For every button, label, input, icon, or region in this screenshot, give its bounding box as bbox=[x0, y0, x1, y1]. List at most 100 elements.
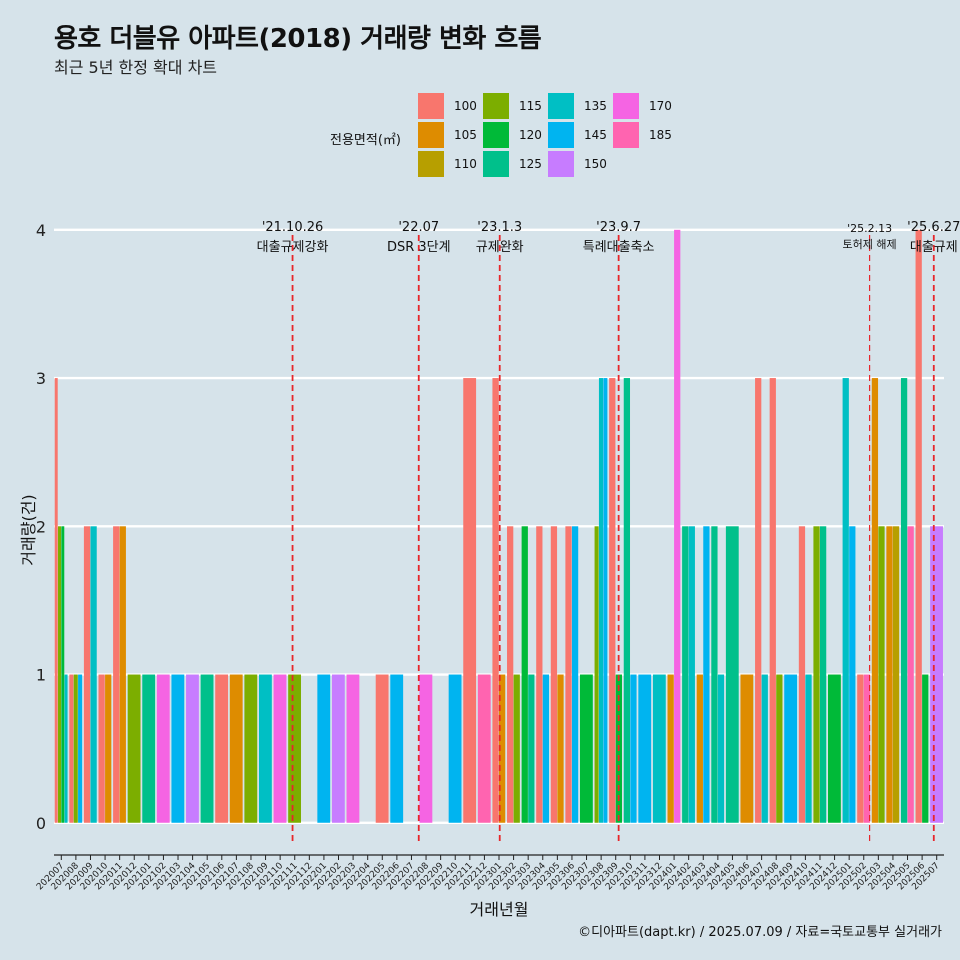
bar-202211-100 bbox=[463, 378, 477, 823]
legend-item-185: 185 bbox=[613, 122, 672, 148]
legend-swatch bbox=[483, 122, 509, 148]
legend-title: 전용면적(㎡) bbox=[330, 133, 401, 148]
x-axis-title: 거래년월 bbox=[470, 900, 529, 919]
legend-label: 125 bbox=[519, 157, 542, 171]
legend-label: 135 bbox=[584, 99, 607, 113]
bar-202404-125 bbox=[711, 526, 718, 823]
legend-item-110: 110 bbox=[418, 151, 477, 177]
y-tick-label: 1 bbox=[36, 666, 46, 685]
event-label: 규제완화 bbox=[476, 240, 524, 255]
bar-202310-125 bbox=[623, 378, 631, 823]
bar-202410-135 bbox=[805, 674, 812, 823]
event-label: 대출규제 bbox=[910, 240, 958, 255]
bar-202201-145 bbox=[317, 674, 331, 823]
bar-202401-105 bbox=[667, 674, 674, 823]
bar-202301-105 bbox=[499, 674, 506, 823]
bar-202008-145 bbox=[78, 674, 83, 823]
legend-swatch bbox=[613, 122, 639, 148]
event-label: 특례대출축소 bbox=[583, 240, 655, 255]
legend-swatch bbox=[418, 93, 444, 119]
legend-label: 185 bbox=[649, 128, 672, 142]
bar-202008-100 bbox=[69, 674, 74, 823]
bar-202308-145 bbox=[603, 378, 608, 823]
y-tick-label: 3 bbox=[36, 369, 46, 388]
bar-202309-100 bbox=[609, 378, 616, 823]
bar-202306-145 bbox=[571, 526, 579, 823]
bar-202412-120 bbox=[828, 674, 841, 823]
bar-202411-115 bbox=[813, 526, 820, 823]
bar-202304-145 bbox=[542, 674, 550, 823]
bar-202501-135 bbox=[842, 378, 849, 823]
bar-202506-100 bbox=[915, 229, 922, 823]
legend-swatch bbox=[418, 122, 444, 148]
bar-202012-115 bbox=[127, 674, 141, 823]
bar-202008-115 bbox=[73, 674, 78, 823]
legend-swatch bbox=[483, 151, 509, 177]
legend-swatch bbox=[613, 93, 639, 119]
bar-202202-150 bbox=[331, 674, 345, 823]
bar-202411-125 bbox=[819, 526, 827, 823]
bar-202210-145 bbox=[448, 674, 462, 823]
legend-label: 100 bbox=[454, 99, 477, 113]
event-label: 대출규제강화 bbox=[257, 240, 329, 255]
bar-202505-125 bbox=[900, 378, 908, 823]
bar-202303-120 bbox=[521, 526, 528, 823]
bar-202407-135 bbox=[761, 674, 768, 823]
chart-title: 용호 더블유 아파트(2018) 거래량 변화 흐름 bbox=[54, 24, 542, 54]
legend-item-120: 120 bbox=[483, 122, 542, 148]
bar-202301-100 bbox=[492, 378, 499, 823]
event-label: DSR 3단계 bbox=[387, 240, 451, 255]
bar-202011-105 bbox=[119, 526, 126, 823]
legend-label: 145 bbox=[584, 128, 607, 142]
bar-202312-135 bbox=[652, 674, 666, 823]
y-tick-label: 0 bbox=[36, 814, 46, 833]
y-axis-title: 거래량(건) bbox=[19, 494, 38, 565]
bar-202101-125 bbox=[142, 674, 156, 823]
bar-202504-105 bbox=[886, 526, 893, 823]
bar-202401-170 bbox=[674, 229, 681, 823]
bar-202306-100 bbox=[565, 526, 572, 823]
bar-202011-100 bbox=[113, 526, 120, 823]
bar-202007-115 bbox=[58, 526, 61, 823]
bar-202208-170 bbox=[419, 674, 433, 823]
bar-202406-105 bbox=[740, 674, 754, 823]
bar-202404-135 bbox=[717, 674, 725, 823]
bar-202304-100 bbox=[536, 526, 543, 823]
bar-202203-170 bbox=[346, 674, 360, 823]
bar-202407-100 bbox=[755, 378, 762, 823]
bar-202108-115 bbox=[244, 674, 258, 823]
legend-item-135: 135 bbox=[548, 93, 607, 119]
event-label: 토허제 해제 bbox=[843, 237, 897, 251]
legend-label: 110 bbox=[454, 157, 477, 171]
legend-label: 120 bbox=[519, 128, 542, 142]
bar-202103-145 bbox=[171, 674, 185, 823]
bar-202302-100 bbox=[507, 526, 514, 823]
bar-202205-100 bbox=[375, 674, 389, 823]
bar-202104-150 bbox=[186, 674, 199, 823]
legend-swatch bbox=[548, 122, 574, 148]
y-tick-label: 2 bbox=[36, 517, 46, 536]
legend-item-115: 115 bbox=[483, 93, 542, 119]
bar-202405-125 bbox=[725, 526, 739, 823]
bar-202410-100 bbox=[798, 526, 806, 823]
event-date: '25.2.13 bbox=[847, 222, 892, 235]
bar-202402-135 bbox=[688, 526, 695, 823]
bar-202105-125 bbox=[200, 674, 214, 823]
legend-swatch bbox=[548, 151, 574, 177]
legend-label: 105 bbox=[454, 128, 477, 142]
bar-202102-170 bbox=[156, 674, 170, 823]
bar-202007-135 bbox=[64, 674, 68, 823]
bar-202111-115 bbox=[288, 674, 302, 823]
legend-swatch bbox=[548, 93, 574, 119]
bar-202305-105 bbox=[557, 674, 564, 823]
bar-202110-170 bbox=[273, 674, 287, 823]
legend-label: 150 bbox=[584, 157, 607, 171]
bar-202409-145 bbox=[784, 674, 798, 823]
bar-202106-100 bbox=[215, 674, 229, 823]
bar-202007-100 bbox=[54, 378, 58, 823]
event-date: '21.10.26 bbox=[262, 220, 323, 235]
bar-202504-110 bbox=[892, 526, 900, 823]
y-tick-label: 4 bbox=[36, 221, 46, 240]
bar-202107-105 bbox=[229, 674, 243, 823]
